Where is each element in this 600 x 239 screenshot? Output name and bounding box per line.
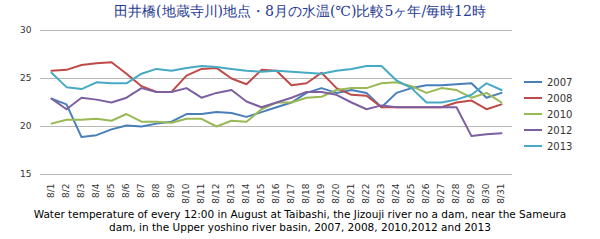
svg-text:8/29: 8/29 — [466, 183, 476, 203]
svg-text:8/8: 8/8 — [151, 183, 161, 198]
svg-text:8/14: 8/14 — [241, 183, 251, 203]
svg-text:8/16: 8/16 — [271, 183, 281, 203]
svg-text:8/7: 8/7 — [136, 184, 146, 198]
svg-text:8/10: 8/10 — [181, 183, 191, 203]
svg-text:8/27: 8/27 — [436, 184, 446, 204]
svg-text:8/18: 8/18 — [301, 183, 311, 203]
svg-text:8/19: 8/19 — [316, 183, 326, 203]
svg-text:8/15: 8/15 — [256, 184, 266, 204]
html-text:2010: 2010 — [547, 108, 573, 120]
svg-text:20: 20 — [20, 121, 32, 131]
svg-text:8/22: 8/22 — [361, 184, 371, 204]
svg-text:8/30: 8/30 — [481, 183, 491, 203]
svg-text:8/1: 8/1 — [46, 184, 56, 198]
svg-text:8/3: 8/3 — [76, 184, 86, 198]
svg-text:8/2: 8/2 — [61, 184, 71, 198]
html-text:2008: 2008 — [547, 92, 573, 104]
svg-text:8/28: 8/28 — [451, 183, 461, 203]
svg-text:8/21: 8/21 — [346, 184, 356, 204]
svg-text:8/4: 8/4 — [91, 183, 101, 198]
html-text:2012: 2012 — [547, 124, 573, 136]
html-text:2013: 2013 — [547, 140, 573, 152]
svg-text:30: 30 — [20, 25, 32, 35]
svg-text:25: 25 — [20, 73, 31, 83]
svg-text:8/12: 8/12 — [211, 184, 221, 204]
svg-text:8/23: 8/23 — [376, 184, 386, 204]
svg-text:8/5: 8/5 — [106, 184, 116, 198]
svg-text:8/6: 8/6 — [121, 183, 131, 198]
svg-text:8/31: 8/31 — [496, 184, 506, 204]
html-text:田井橋(地蔵寺川)地点・8月の水温(℃)比較5ヶ年/毎時12: 田井橋(地蔵寺川)地点・8月の水温(℃)比較5ヶ年/毎時12時 — [114, 3, 486, 19]
svg-text:8/20: 8/20 — [331, 183, 341, 203]
svg-text:8/13: 8/13 — [226, 184, 236, 204]
svg-text:15: 15 — [20, 169, 31, 179]
svg-text:8/9: 8/9 — [166, 183, 176, 198]
svg-text:8/17: 8/17 — [286, 184, 296, 204]
svg-text:8/24: 8/24 — [391, 183, 401, 203]
svg-text:8/11: 8/11 — [196, 184, 206, 204]
svg-text:8/26: 8/26 — [421, 183, 431, 203]
html-text:2007: 2007 — [547, 76, 573, 88]
svg-text:8/25: 8/25 — [406, 184, 416, 204]
html-text:Water temperature of every 12:: Water temperature of every 12:00 in Augu… — [33, 208, 567, 233]
